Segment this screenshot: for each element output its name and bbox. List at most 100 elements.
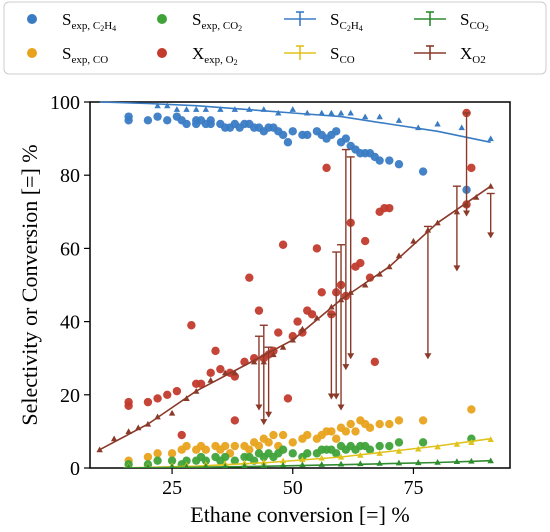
data-point bbox=[196, 379, 206, 389]
data-point bbox=[288, 449, 297, 458]
data-point bbox=[283, 138, 293, 147]
data-point bbox=[143, 116, 153, 125]
legend-frame bbox=[3, 1, 547, 75]
model-marker bbox=[169, 463, 175, 468]
data-point bbox=[230, 456, 240, 465]
model-marker bbox=[347, 109, 354, 116]
data-point bbox=[220, 441, 230, 451]
legend-label: Sexp, C2H4 bbox=[62, 10, 116, 33]
plot-area: 25 50 75 0 20 40 60 80 100 bbox=[50, 92, 511, 499]
data-point bbox=[341, 134, 351, 143]
data-point bbox=[293, 317, 302, 326]
model-marker bbox=[246, 106, 253, 112]
error-arrow bbox=[327, 393, 335, 400]
model-marker bbox=[415, 459, 422, 466]
data-point bbox=[249, 354, 259, 363]
data-point bbox=[153, 449, 162, 458]
model-marker bbox=[202, 106, 210, 112]
x-axis-label: Ethane conversion [=] % bbox=[190, 502, 410, 527]
legend-entry-s_c2h4: SC2H4 bbox=[284, 10, 363, 33]
model-marker bbox=[299, 325, 306, 332]
model-marker bbox=[241, 459, 248, 466]
data-point bbox=[206, 119, 215, 129]
series-s_c2h4 bbox=[99, 101, 494, 144]
data-point bbox=[365, 423, 375, 432]
data-point bbox=[172, 386, 182, 396]
error-arrow bbox=[265, 411, 273, 418]
data-point bbox=[341, 427, 351, 436]
data-point bbox=[375, 419, 384, 429]
model-marker bbox=[434, 458, 441, 465]
model-marker bbox=[145, 463, 151, 468]
model-marker bbox=[144, 420, 152, 427]
data-point bbox=[365, 273, 375, 282]
model-marker bbox=[357, 451, 364, 458]
data-point bbox=[216, 364, 225, 374]
model-marker bbox=[473, 193, 480, 200]
data-point bbox=[332, 449, 341, 458]
model-marker bbox=[357, 460, 364, 467]
legend-label: Sexp, CO bbox=[62, 44, 108, 66]
legend-entry-s_co: SCO bbox=[284, 44, 355, 66]
model-marker bbox=[289, 106, 296, 112]
model-marker bbox=[376, 460, 383, 466]
model-marker bbox=[453, 458, 461, 464]
legend-entry-s_co2: SCO2 bbox=[414, 10, 489, 33]
model-marker bbox=[270, 351, 277, 358]
model-marker bbox=[279, 457, 287, 464]
data-point bbox=[303, 130, 312, 140]
plot-frame bbox=[89, 101, 511, 469]
y-axis-label: Selectivity or Conversion [=] % bbox=[17, 144, 42, 425]
data-point bbox=[467, 163, 476, 173]
model-marker bbox=[337, 453, 345, 460]
error-arrow bbox=[342, 364, 350, 371]
legend-label: SCO2 bbox=[460, 10, 489, 33]
data-point bbox=[346, 419, 355, 429]
data-point bbox=[394, 160, 404, 169]
data-point bbox=[317, 288, 326, 297]
model-marker bbox=[279, 461, 287, 468]
data-point bbox=[264, 438, 273, 447]
legend-label: Sexp, CO2 bbox=[192, 10, 242, 33]
data-point bbox=[143, 397, 153, 407]
model-marker bbox=[260, 458, 267, 465]
model-marker bbox=[361, 113, 369, 120]
model-marker bbox=[279, 344, 287, 350]
model-marker bbox=[304, 109, 311, 116]
model-marker bbox=[275, 109, 282, 116]
data-point bbox=[375, 441, 384, 451]
data-point bbox=[274, 328, 283, 337]
model-marker bbox=[110, 435, 118, 442]
model-marker bbox=[222, 462, 228, 468]
model-marker bbox=[221, 369, 229, 376]
model-marker bbox=[361, 281, 369, 288]
data-point bbox=[153, 112, 162, 121]
model-marker bbox=[487, 182, 494, 189]
series-x_o2 bbox=[96, 112, 495, 453]
data-point bbox=[365, 445, 375, 454]
data-point bbox=[385, 156, 394, 165]
model-marker bbox=[376, 113, 383, 120]
legend-label: Xexp, O2 bbox=[192, 44, 238, 67]
data-point bbox=[124, 116, 133, 125]
data-point bbox=[182, 441, 191, 451]
data-point bbox=[220, 452, 230, 462]
legend-marker bbox=[157, 48, 167, 58]
data-point bbox=[245, 273, 254, 282]
data-point bbox=[177, 430, 186, 440]
model-marker bbox=[468, 439, 475, 445]
legend-entry-s_exp_co2: Sexp, CO2 bbox=[157, 10, 242, 33]
y-tick-label: 80 bbox=[60, 165, 80, 187]
series-s_co2 bbox=[123, 457, 494, 468]
legend-label: XO2 bbox=[460, 44, 486, 66]
model-marker bbox=[328, 109, 335, 116]
model-marker bbox=[154, 102, 161, 109]
data-point bbox=[153, 394, 162, 403]
model-marker bbox=[487, 135, 494, 142]
model-marker bbox=[299, 456, 306, 463]
model-marker bbox=[395, 252, 403, 259]
data-point bbox=[245, 445, 254, 454]
y-tick-label: 40 bbox=[60, 312, 80, 334]
data-point bbox=[418, 167, 428, 176]
data-point bbox=[385, 419, 394, 429]
